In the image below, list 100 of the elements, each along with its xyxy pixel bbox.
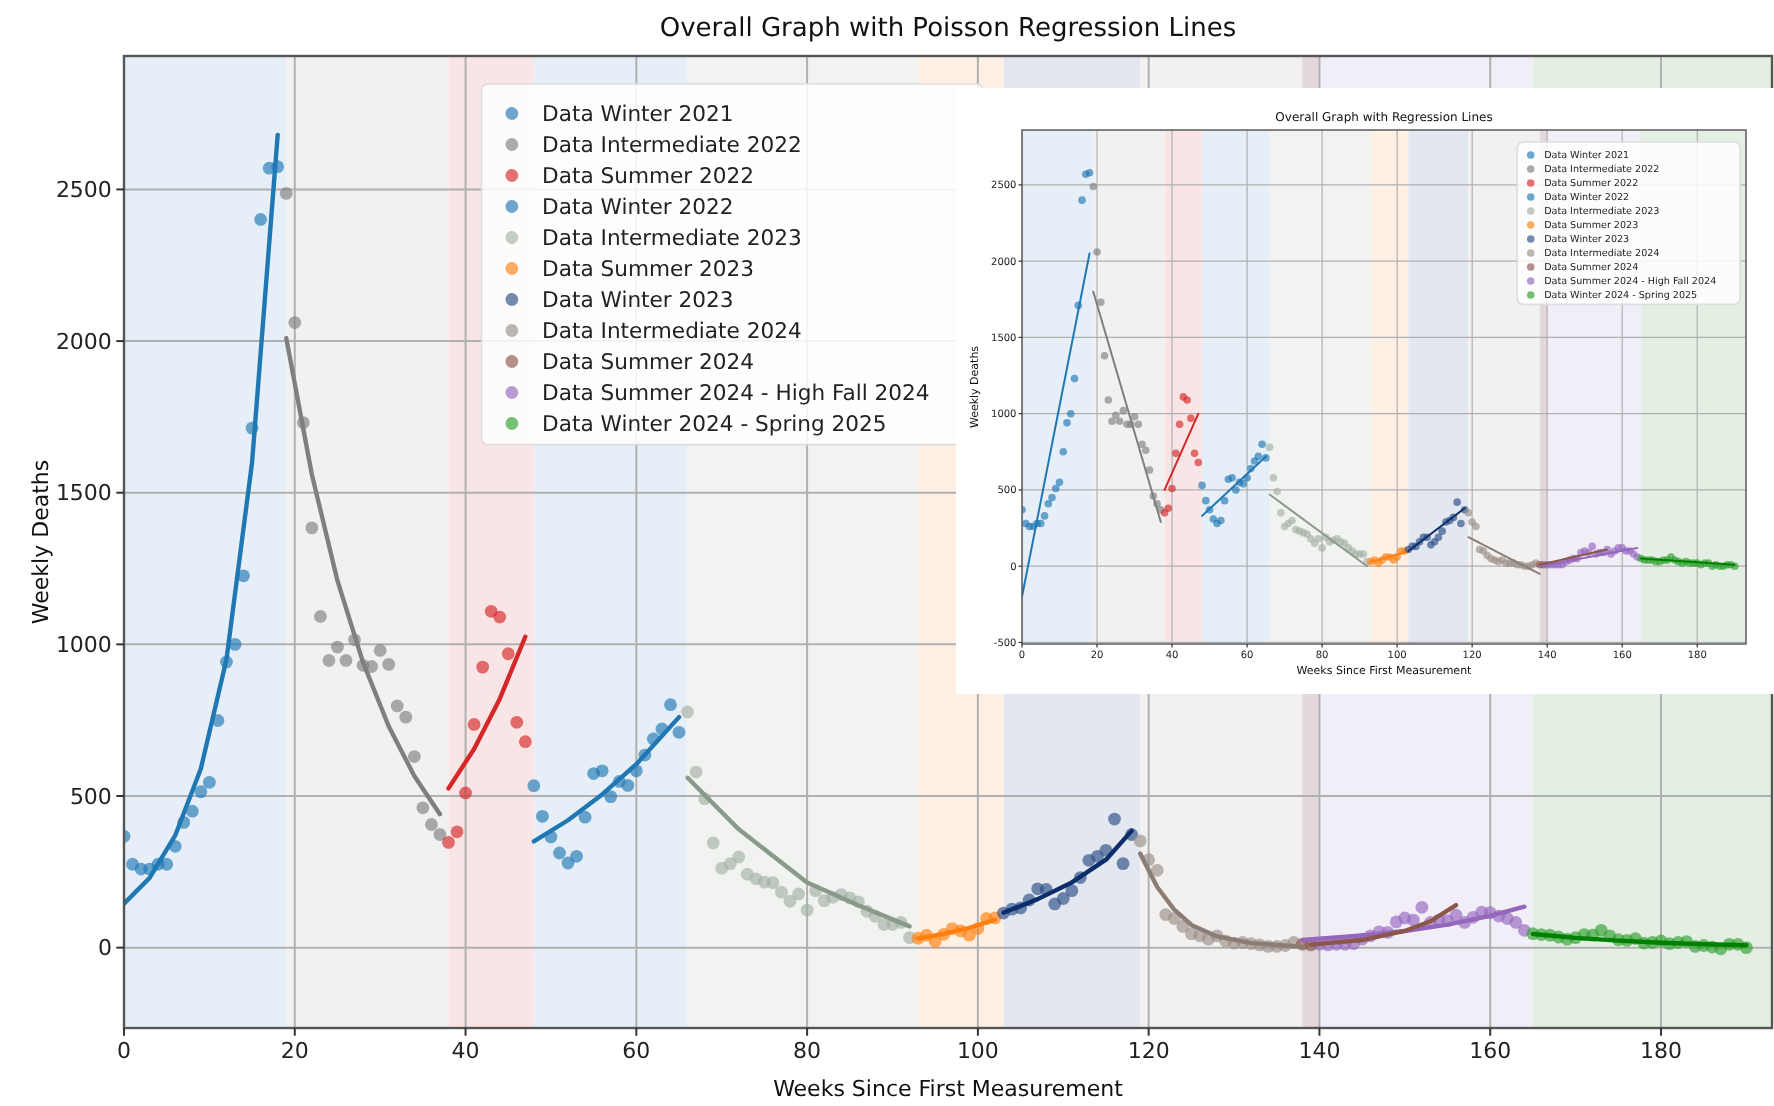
point <box>672 725 686 739</box>
point <box>476 660 490 674</box>
point <box>202 775 216 789</box>
point <box>766 876 780 890</box>
point <box>194 785 208 799</box>
y-axis-title: Weekly Deaths <box>28 459 54 625</box>
legend-label: Data Intermediate 2023 <box>542 225 802 252</box>
point <box>185 804 199 818</box>
point <box>1056 892 1070 905</box>
point <box>1078 196 1086 204</box>
point <box>313 610 327 623</box>
point <box>1051 484 1060 493</box>
point <box>339 654 353 667</box>
point <box>1059 448 1068 456</box>
point <box>621 778 635 792</box>
point <box>604 790 618 803</box>
point <box>681 705 694 719</box>
point <box>467 718 481 731</box>
point <box>1048 493 1056 502</box>
point <box>425 818 438 831</box>
legend-label: Data Summer 2023 <box>542 256 754 283</box>
point <box>723 857 737 871</box>
point <box>1108 812 1121 826</box>
point <box>800 903 814 917</box>
point <box>279 186 293 200</box>
point <box>1453 498 1461 506</box>
point <box>501 647 515 661</box>
x-tick-label: 40 <box>451 1037 480 1064</box>
point <box>1066 409 1075 418</box>
point <box>1468 518 1476 526</box>
legend-label: Data Winter 2023 <box>542 287 734 314</box>
point <box>1164 504 1173 513</box>
point <box>1065 884 1079 898</box>
point <box>1145 466 1154 474</box>
point <box>450 825 464 839</box>
x-tick-label: 100 <box>956 1037 999 1064</box>
point <box>1104 396 1113 404</box>
point <box>527 779 541 793</box>
point <box>1415 900 1429 914</box>
point <box>373 644 387 657</box>
y-tick-label: 2000 <box>55 328 112 355</box>
point <box>1434 533 1443 542</box>
point <box>1141 446 1150 455</box>
point <box>1119 406 1128 415</box>
point <box>689 765 703 779</box>
legend-label: Data Intermediate 2024 <box>542 318 802 345</box>
point <box>1116 857 1130 871</box>
point <box>1168 484 1176 493</box>
point <box>1089 182 1098 191</box>
point <box>1472 522 1480 531</box>
point <box>1044 499 1053 508</box>
point <box>1265 443 1274 452</box>
point <box>254 213 268 226</box>
point <box>1202 496 1210 505</box>
point <box>1194 458 1203 467</box>
y-tick-label: 1000 <box>55 632 112 659</box>
point <box>416 801 430 815</box>
point <box>783 894 797 908</box>
point <box>510 715 524 729</box>
point <box>331 640 344 654</box>
point <box>1040 512 1049 520</box>
point <box>1258 440 1266 448</box>
point <box>1150 863 1164 877</box>
point <box>1096 298 1105 307</box>
point <box>1269 473 1278 482</box>
point <box>1187 414 1195 423</box>
point <box>536 809 549 823</box>
point <box>578 810 592 824</box>
point <box>1318 544 1326 552</box>
point <box>1457 519 1465 528</box>
point <box>1438 527 1446 535</box>
point <box>493 610 507 624</box>
point <box>1055 478 1064 487</box>
point <box>775 885 788 899</box>
y-tick-label: 0 <box>97 935 112 962</box>
point <box>1172 449 1180 458</box>
point <box>1063 419 1071 427</box>
point <box>1093 248 1101 256</box>
legend-label: Data Summer 2024 <box>542 349 755 376</box>
chart-title: Overall Graph with Poisson Regression Lines <box>659 13 1237 44</box>
legend-label: Data Winter 2021 <box>542 101 734 128</box>
point <box>1134 420 1143 429</box>
y-tick-label: 2500 <box>55 177 112 204</box>
point <box>1220 496 1229 505</box>
point <box>1070 374 1079 383</box>
x-tick-label: 120 <box>1127 1037 1170 1064</box>
point <box>399 710 413 724</box>
point <box>570 849 583 863</box>
point <box>553 846 566 860</box>
legend-label: Data Winter 2024 - Spring 2025 <box>542 411 887 438</box>
point <box>1111 411 1120 420</box>
point <box>518 735 532 749</box>
point <box>322 654 336 667</box>
point <box>407 750 421 763</box>
point <box>228 637 242 651</box>
point <box>1115 417 1124 426</box>
point <box>1588 542 1596 551</box>
point <box>1314 534 1323 543</box>
point <box>433 828 447 841</box>
point <box>1130 412 1139 421</box>
